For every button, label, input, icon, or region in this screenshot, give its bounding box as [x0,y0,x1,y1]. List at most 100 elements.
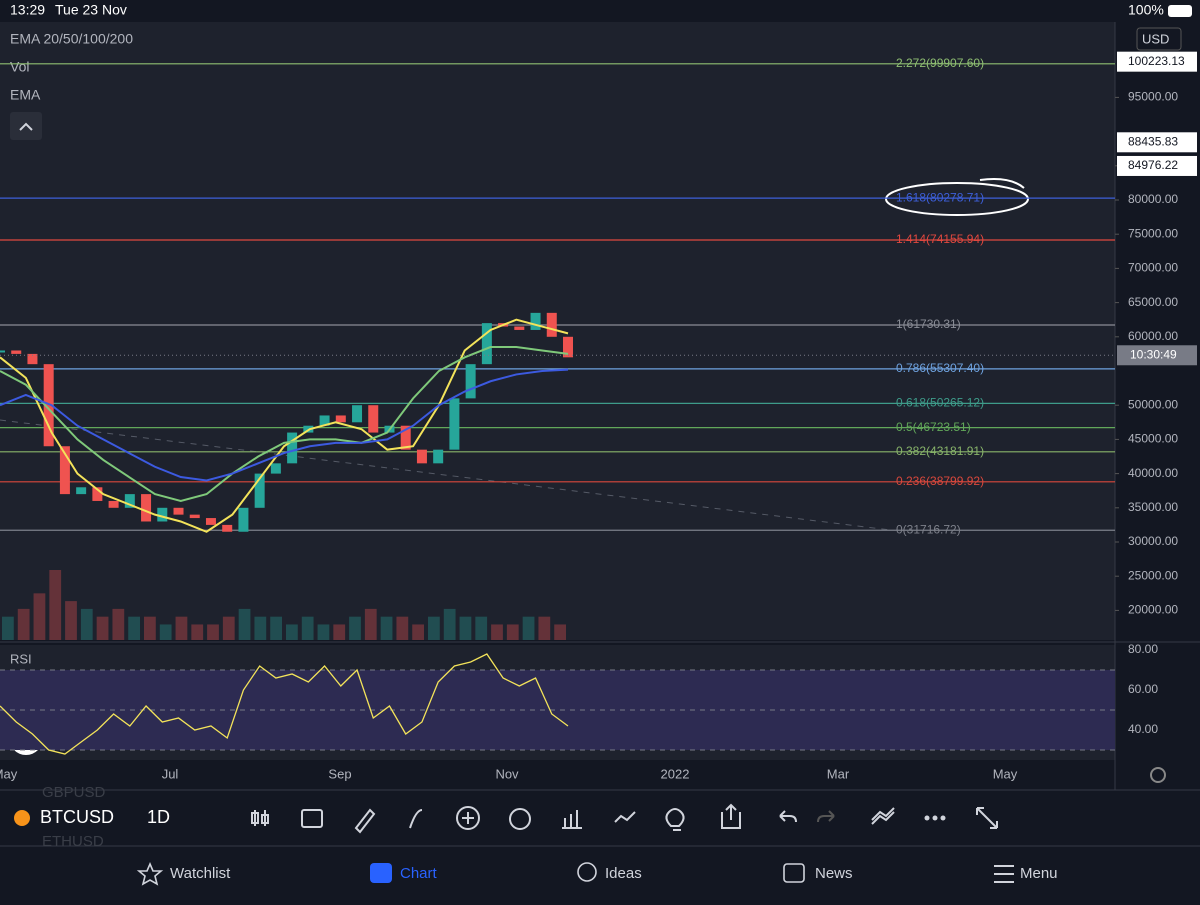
y-tick-label: 35000.00 [1128,500,1178,514]
volume-bar [475,616,488,640]
undo-icon[interactable] [779,810,797,823]
candle [76,487,87,495]
fullscreen-icon[interactable] [976,807,998,829]
volume-bar [96,616,109,640]
alert-icon[interactable] [509,808,531,830]
fib-label: 0.5(46723.51) [896,420,971,434]
rsi-tick-label: 40.00 [1128,722,1158,736]
volume-bar [207,624,219,640]
candle [11,350,22,354]
x-tick-label: 2022 [661,766,690,781]
candle [254,473,265,508]
volume-bar [270,616,282,640]
indicators-icon[interactable] [614,811,636,823]
volume-bar [459,616,472,640]
ema-line [0,318,569,533]
nav-item[interactable]: Watchlist [170,865,231,882]
candle [368,405,379,433]
indicator-legend[interactable]: Vol [10,59,29,75]
volume-bar [554,624,566,640]
share-icon[interactable] [721,803,741,829]
fib-label: 2.272(99907.60) [896,56,984,70]
candle [546,312,557,337]
volume-bar [286,624,298,640]
volume-bar [522,616,535,640]
fx-icon[interactable] [409,809,423,829]
candle [514,326,525,330]
idea-icon[interactable] [665,808,685,831]
x-tick-label: May [0,766,18,781]
volume-bar [222,616,235,640]
rsi-line [0,653,569,755]
candle [108,500,119,508]
volume-bar [17,608,30,640]
battery-icon [1168,5,1192,17]
volume-bar [2,616,14,640]
settings-icon[interactable] [1150,767,1166,783]
indicator-legend[interactable]: EMA 20/50/100/200 [10,31,133,47]
nav-item[interactable]: Ideas [605,865,642,882]
y-tick-label: 45000.00 [1128,432,1178,446]
rsi-title: RSI [10,651,32,666]
y-tick-label: 20000.00 [1128,603,1178,617]
candle [59,446,70,495]
redo-icon[interactable] [817,810,835,823]
volume-bar [49,570,62,640]
currency-dropdown[interactable] [1136,27,1182,51]
fib-label: 0.618(50265.12) [896,396,984,410]
candle [335,415,346,423]
candle [465,364,476,399]
collapse-button[interactable] [10,112,42,140]
prev-symbol[interactable]: GBPUSD [42,784,106,801]
fib-label: 1.618(80278.71) [896,190,984,204]
y-tick-label: 30000.00 [1128,534,1178,548]
nav-item[interactable]: Chart [400,865,438,882]
volume-bar [159,624,172,640]
compare-icon[interactable] [301,809,323,828]
volume-bar [144,616,156,640]
volume-bar [491,624,503,640]
x-tick-label: Mar [827,766,850,781]
volume-bar [317,624,330,640]
btc-icon [14,810,30,826]
candle [43,364,54,447]
candle [238,507,249,532]
symbol[interactable]: BTCUSD [40,807,114,827]
price-label-box [1117,51,1197,72]
more-icon[interactable] [924,815,946,821]
candle [416,449,427,464]
volume-bar [301,616,314,640]
interval[interactable]: 1D [147,807,170,827]
templates-icon[interactable] [871,807,895,825]
volume-bar [80,608,93,640]
x-tick-label: May [993,766,1018,781]
hand-circle [885,182,1029,216]
candles-icon[interactable] [251,810,269,826]
countdown: 10:30:49 [1130,347,1177,361]
toolbar-icons [251,803,998,834]
draw-icon[interactable] [354,808,376,834]
y-tick-label: 25000.00 [1128,568,1178,582]
y-tick-label: 60000.00 [1128,329,1178,343]
candle [481,323,492,365]
indicator-legend[interactable]: EMA [10,87,41,103]
fib-label: 0.236(38799.92) [896,474,984,488]
volume-bar [65,601,77,640]
currency[interactable]: USD [1142,31,1169,46]
price-label-box [1117,155,1197,176]
y-tick-label: 95000.00 [1128,90,1178,104]
next-symbol[interactable]: ETHUSD [42,833,104,850]
volume-bar [333,624,346,640]
nav-item[interactable]: News [815,865,853,882]
nav-item[interactable]: Menu [1020,865,1058,882]
price-label: 100223.13 [1128,54,1185,68]
watchlist-icon [136,861,164,886]
rsi-tick-label: 80.00 [1128,642,1158,656]
volume-bar [506,624,519,640]
y-tick-label: 50000.00 [1128,397,1178,411]
bars-icon[interactable] [562,810,582,829]
fib-label: 0.786(55307.40) [896,361,984,375]
add-icon[interactable] [456,806,480,830]
